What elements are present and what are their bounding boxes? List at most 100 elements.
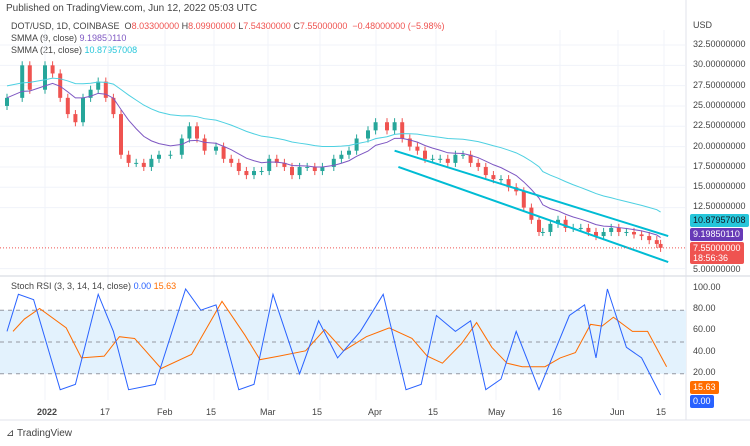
candle-body: [290, 166, 294, 176]
price-tick: 5.00000000: [693, 264, 741, 274]
price-tick: 17.50000000: [693, 160, 746, 171]
candle-body: [259, 171, 264, 173]
candle-body: [282, 162, 287, 167]
price-tick: 32.50000000: [693, 39, 746, 49]
candle-body: [415, 146, 420, 151]
candle-body: [476, 162, 481, 167]
time-tick: 2022: [37, 407, 58, 417]
candle-body: [65, 97, 70, 115]
candle-body: [88, 89, 93, 98]
candle-body: [586, 227, 591, 232]
candle-body: [548, 223, 553, 232]
candle-body: [312, 166, 317, 172]
smma21-row[interactable]: SMMA (21, close) 10.87957008: [11, 44, 444, 56]
time-tick: 15: [206, 407, 217, 417]
high-value: 8.09900000: [188, 21, 236, 31]
price-tick: 22.50000000: [693, 120, 746, 131]
candle-body: [639, 234, 644, 237]
stoch-k-value: 0.00: [133, 281, 152, 291]
rsi-tick: 40.00: [693, 345, 716, 356]
candle-body: [96, 81, 101, 90]
price-tick: 27.50000000: [693, 79, 746, 90]
rsi-tick: 60.00: [693, 324, 716, 335]
rsi-tick: 80.00: [693, 303, 716, 314]
candle-body: [632, 231, 636, 235]
candle-body: [157, 154, 161, 159]
candle-body: [267, 158, 272, 172]
h-label: H: [181, 21, 189, 31]
smma9-price-tag: 9.19850110: [690, 228, 743, 241]
candle-body: [658, 243, 663, 248]
stoch-rsi-label: Stoch RSI (3, 3, 14, 14, close): [11, 281, 132, 291]
last-price: 7.55000000: [693, 243, 741, 253]
rsi-band: [0, 310, 686, 374]
c-label: C: [293, 21, 300, 31]
price-tick: 12.50000000: [693, 200, 746, 211]
chart-legend: DOT/USD, 1D, COINBASE O8.03300000 H8.099…: [11, 20, 444, 56]
candle-body: [229, 158, 234, 163]
published-note: Published on TradingView.com, Jun 12, 20…: [6, 3, 258, 14]
candle-body: [594, 231, 598, 237]
candle-body: [187, 126, 192, 139]
candle-body: [179, 138, 184, 155]
symbol: DOT/USD, 1D, COINBASE: [11, 21, 120, 31]
smma9-row[interactable]: SMMA (9, close) 9.19850110: [11, 32, 444, 44]
candle-body: [445, 158, 450, 163]
candle-body: [126, 154, 131, 163]
time-tick: 15: [656, 407, 667, 417]
channel-upper-line: [394, 149, 669, 238]
candle-body: [50, 65, 55, 74]
time-tick: 17: [100, 407, 111, 417]
smma21-price-tag: 10.87957008: [690, 214, 749, 227]
time-tick: 15: [312, 407, 323, 417]
stoch-k-line: [6, 287, 662, 396]
candle-body: [556, 219, 560, 224]
stoch-rsi-legend[interactable]: Stoch RSI (3, 3, 14, 14, close) 0.00 15.…: [11, 281, 176, 291]
smma21-line: [6, 77, 661, 213]
candle-body: [407, 138, 412, 147]
candle-body: [149, 158, 154, 167]
candle-body: [236, 162, 241, 172]
candle-body: [244, 171, 249, 176]
smma9-label: SMMA (9, close): [11, 33, 78, 43]
rsi-tick: 100.00: [693, 282, 721, 292]
candle-body: [521, 191, 526, 208]
time-tick: 15: [428, 407, 439, 417]
low-value: 7.54300000: [243, 21, 291, 31]
change-value: −0.48000000 (−5.98%): [352, 21, 445, 31]
candle-body: [73, 114, 78, 123]
candle-body: [339, 154, 344, 159]
candle-body: [297, 166, 302, 176]
price-tick: 25.00000000: [693, 99, 746, 110]
candle-body: [134, 162, 139, 164]
time-tick: Jun: [610, 407, 625, 417]
brand-name: TradingView: [16, 428, 73, 439]
candle-body: [506, 179, 511, 188]
candle-body: [400, 122, 405, 139]
tradingview-logo[interactable]: ⊿ TradingView: [6, 428, 73, 439]
candle-body: [563, 219, 568, 228]
candle-body: [366, 130, 370, 139]
candle-body: [274, 158, 279, 163]
candle-body: [214, 146, 218, 151]
candle-body: [252, 171, 256, 176]
ohlc-row[interactable]: DOT/USD, 1D, COINBASE O8.03300000 H8.099…: [11, 20, 444, 32]
stoch-d-tag: 15.63: [690, 381, 719, 394]
candle-body: [27, 65, 32, 90]
time-tick: Feb: [157, 407, 173, 417]
candle-body: [453, 154, 458, 163]
candle-body: [385, 122, 389, 131]
candle-body: [654, 240, 659, 244]
candle-body: [616, 227, 621, 232]
l-label: L: [238, 21, 244, 31]
time-tick: May: [488, 407, 506, 417]
candle-body: [647, 236, 652, 241]
candle-body: [537, 219, 541, 232]
candle-body: [609, 227, 614, 232]
smma9-value: 9.19850110: [79, 33, 127, 43]
candle-body: [58, 73, 63, 98]
time-tick: Apr: [368, 407, 383, 417]
candle-body: [119, 114, 123, 155]
candle-body: [305, 166, 310, 168]
